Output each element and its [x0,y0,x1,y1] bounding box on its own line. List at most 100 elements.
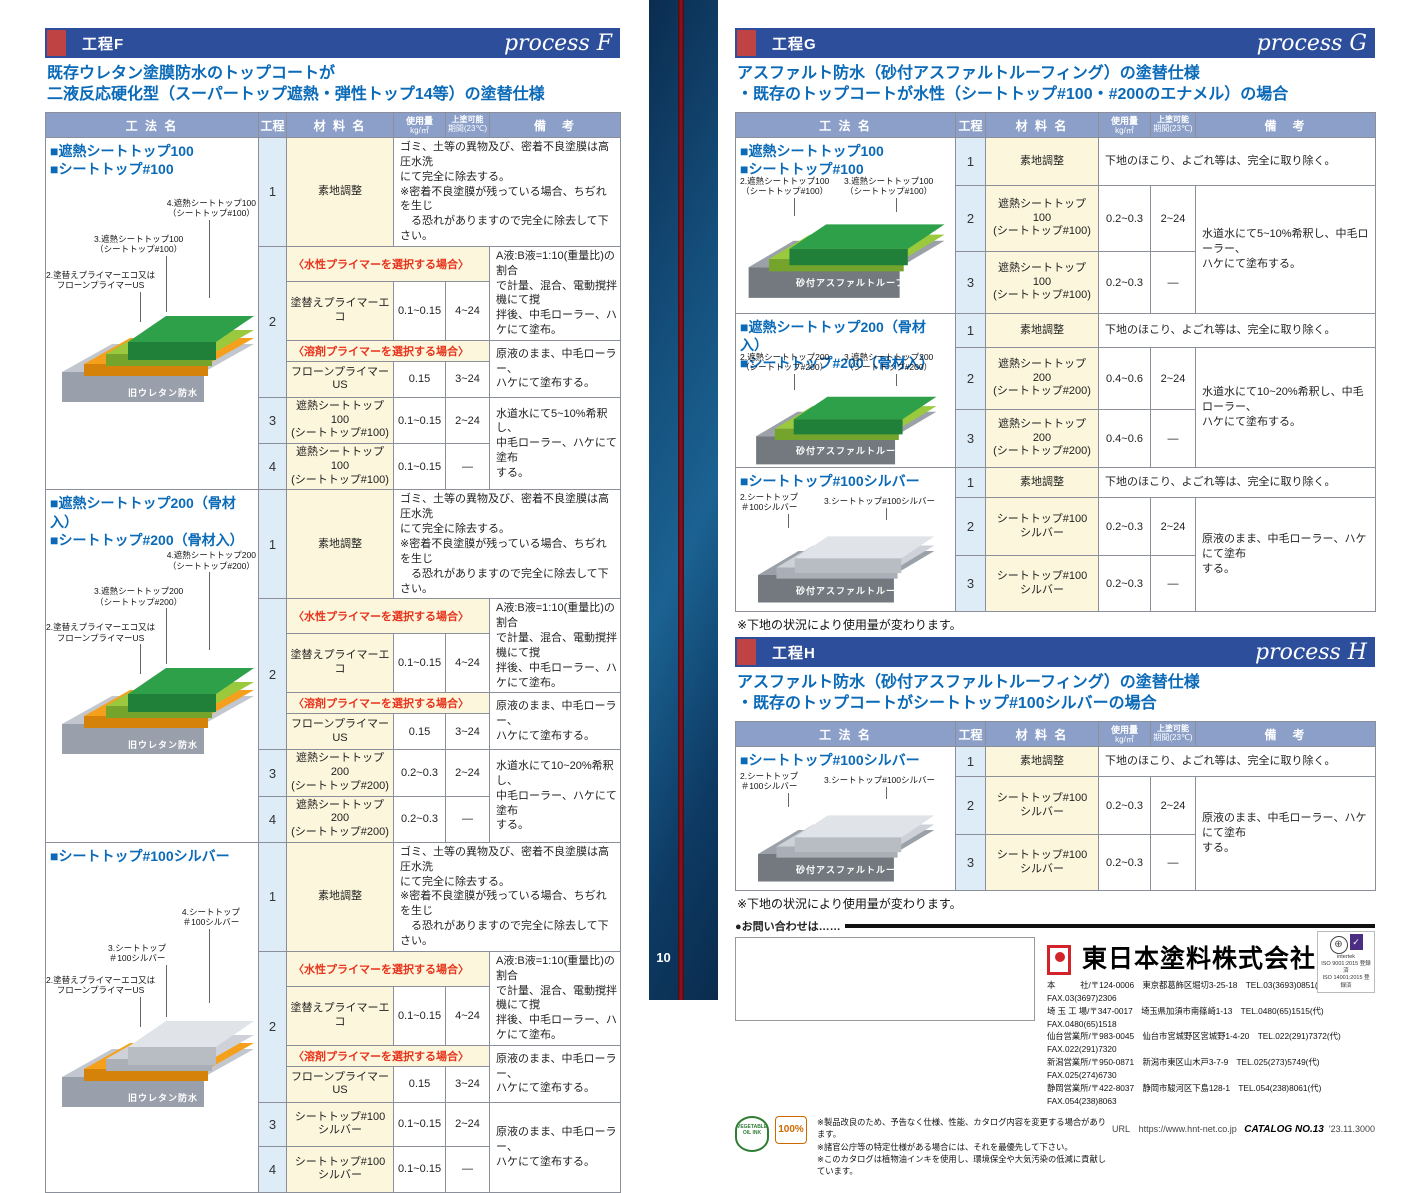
catalog-number: CATALOG NO.13 [1244,1123,1324,1135]
table-row: 〈溶剤プライマーを選択する場合〉 原液のまま、中毛ローラー、 ハケにて塗布する。 [46,339,621,398]
table-row: 3 遮熱シートトップ100 (シートトップ#100) 0.1~0.15 2~24… [46,396,621,491]
process-g-header-bar: 工程G process G [735,28,1375,58]
layer-label-2: 2.塗替えプライマーエコ又は フローンプライマーUS [46,622,156,643]
method-cell-g2: ■遮熱シートトップ200（骨材入） ■シートトップ#200（骨材入） 2.遮熱シ… [735,313,956,469]
primer-select-solvent: 〈溶剤プライマーを選択する場合〉 [286,1044,490,1067]
col-usage: 使用量 kg/㎡ [393,112,446,139]
process-g-english: process G [1256,31,1367,56]
material-name: 素地調整 [286,137,394,247]
remark: A液:B液=1:10(重量比)の割合 で計量、混合、電動撹拌機にて撹 拌後、中毛… [489,950,621,1046]
material-name: シートトップ#100 シルバー [985,555,1099,613]
method-heading: ■シートトップ#100シルバー [50,847,230,864]
base-layer-label: 砂付アスファルトルーフィング [796,865,936,876]
method-cell-f3: ■シートトップ#100シルバー 4.シートトップ ＃100シルバー 3.シートト… [45,841,259,1193]
layer-diagram [62,316,254,403]
globe-icon: ⊕ [1329,936,1348,955]
layer-diagram [748,224,945,298]
remark: 原液のまま、中毛ローラー、 ハケにて塗布する。 [489,1044,621,1103]
primer-select-solvent: 〈溶剤プライマーを選択する場合〉 [286,339,490,362]
material-name: シートトップ#100 シルバー [985,776,1099,836]
step-number: 2 [955,347,986,411]
interval-value: 2~24 [1150,347,1196,411]
table-row: 2 遮熱シートトップ200 (シートトップ#200) 0.4~0.6 2~24 … [736,347,1376,469]
process-f-english: process F [503,31,612,56]
table-row: 3 遮熱シートトップ100 (シートトップ#100) 0.2~0.3 — [736,251,1376,315]
col-remarks: 備 考 [489,112,621,139]
table-row: 3 シートトップ#100 シルバー 0.2~0.3 — [736,555,1376,613]
layer-label-2: 2.遮熱シートトップ200 （シートトップ#200） [740,352,830,373]
interval-value: 2~24 [1150,776,1196,836]
edition: '23.11.3000 [1328,1123,1375,1134]
remark: 水道水にて5~10%希釈し、 中毛ローラー、ハケにて塗布 する。 [489,396,621,491]
remark: 水道水にて5~10%希釈し、中毛ローラー、 ハケにて塗布する。 [1195,185,1376,315]
process-g-tag: 工程G [772,35,817,53]
step-number: 4 [258,443,287,491]
footer-url: URL https://www.hnt-net.co.jp CATALOG NO… [1112,1122,1375,1135]
table-row: 2 シートトップ#100 シルバー 0.2~0.3 2~24 原液のまま、中毛ロ… [736,776,1376,892]
interval-value: — [1150,251,1196,315]
process-g-table: 工 法 名 工程 材 料 名 使用量 kg/㎡ 上塗可能 期間(23℃) 備 考 ■… [735,112,1376,613]
method-cell-g3: ■シートトップ#100シルバー 2.シートトップ ＃100シルバー 3.シートト… [735,467,956,613]
table-row: 〈溶剤プライマーを選択する場合〉 原液のまま、中毛ローラー、 ハケにて塗布する。 [46,692,621,751]
material-name: 遮熱シートトップ200 (シートトップ#200) [286,795,394,843]
material-name: 遮熱シートトップ200 (シートトップ#200) [985,409,1099,469]
base-layer-label: 旧ウレタン防水 [128,740,199,751]
step-number: 4 [258,795,287,843]
table-row: 4 遮熱シートトップ200 (シートトップ#200) 0.2~0.3 — [46,795,621,843]
usage-value: 0.1~0.15 [393,985,446,1046]
table-row: フローンプライマーUS 0.15 3~24 [46,713,621,751]
usage-value: 0.2~0.3 [393,749,446,797]
interval-value: 4~24 [445,280,490,341]
interval-value: — [445,1145,490,1193]
layer-label-3: 3.遮熱シートトップ200 （シートトップ#200） [94,586,184,607]
material-name: 塗替えプライマーエコ [286,633,394,694]
table-row: 塗替えプライマーエコ 0.1~0.15 4~24 [46,280,621,341]
col-step: 工程 [955,721,986,748]
remark: A液:B液=1:10(重量比)の割合 で計量、混合、電動撹拌機にて撹 拌後、中毛… [489,245,621,341]
primer-select-solvent: 〈溶剤プライマーを選択する場合〉 [286,692,490,715]
material-name: 素地調整 [985,746,1099,778]
layer-label-2: 2.シートトップ ＃100シルバー [740,771,799,792]
remark: 下地のほこり、よごれ等は、完全に取り除く。 [1098,746,1376,778]
step-number: 1 [955,467,986,499]
recycled-paper-logo: 100% [775,1115,807,1144]
process-h-tag: 工程H [772,644,816,662]
process-h-header-bar: 工程H process H [735,637,1375,668]
layer-label-3: 3.シートトップ#100シルバー [824,496,935,507]
interval-value: — [1150,409,1196,469]
interval-value: — [1150,834,1196,892]
material-name: 遮熱シートトップ100 (シートトップ#100) [985,251,1099,315]
step-number: 1 [955,746,986,778]
material-name: シートトップ#100 シルバー [286,1145,394,1193]
company-logo-icon [1047,945,1077,976]
url-text: URL https://www.hnt-net.co.jp [1112,1123,1237,1134]
red-accent-square [737,30,756,56]
step-number: 1 [258,489,287,600]
material-name: 素地調整 [286,841,394,952]
step-number: 2 [955,776,986,836]
table-row: 2 シートトップ#100 シルバー 0.2~0.3 2~24 原液のまま、中毛ロ… [736,497,1376,613]
usage-value: 0.2~0.3 [1098,776,1151,836]
col-material: 材 料 名 [985,721,1099,748]
material-name: 塗替えプライマーエコ [286,280,394,341]
step-number: 2 [258,950,287,1103]
step-number: 1 [955,137,986,187]
layer-label-3: 3.遮熱シートトップ100 （シートトップ#100） [844,176,934,197]
col-remarks: 備 考 [1195,112,1376,139]
table-row: ■シートトップ#100シルバー 2.シートトップ ＃100シルバー 3.シートト… [735,746,1376,892]
interval-value: 2~24 [445,1101,490,1147]
remark: 原液のまま、中毛ローラー、 ハケにて塗布する。 [489,339,621,398]
material-name: 素地調整 [985,467,1099,499]
process-f-table: 工 法 名 工程 材 料 名 使用量 kg/㎡ 上塗可能 期間(23℃) 備 考 ■… [45,112,621,1193]
material-name: 素地調整 [985,137,1099,187]
remark: 原液のまま、中毛ローラー、 ハケにて塗布する。 [489,1101,621,1193]
col-material: 材 料 名 [985,112,1099,139]
table-row: 3 遮熱シートトップ200 (シートトップ#200) 0.2~0.3 2~24 … [46,749,621,843]
material-name: フローンプライマーUS [286,1065,394,1103]
layer-diagram [758,536,935,603]
step-number: 2 [955,185,986,253]
method-cell-g1: ■遮熱シートトップ100 ■シートトップ#100 2.遮熱シートトップ100 （… [735,137,956,315]
material-name: 遮熱シートトップ200 (シートトップ#200) [985,347,1099,411]
table-row: 3 遮熱シートトップ200 (シートトップ#200) 0.4~0.6 — [736,409,1376,469]
base-layer-label: 砂付アスファルトルーフィング [796,586,936,597]
